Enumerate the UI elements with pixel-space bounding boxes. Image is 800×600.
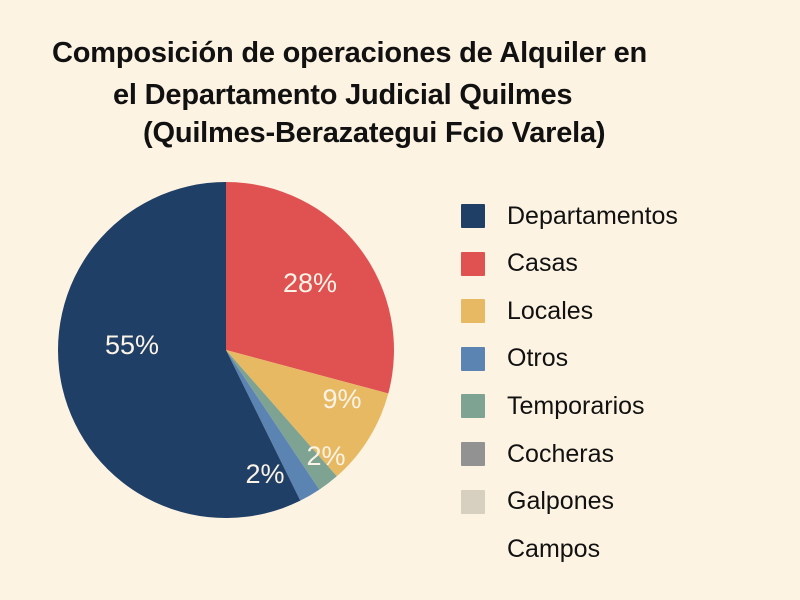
legend-item-otros: Otros — [461, 344, 568, 374]
slice-label-locales: 9% — [322, 384, 361, 414]
chart-title-line-2: el Departamento Judicial Quilmes — [113, 79, 573, 111]
chart-title-line-3: (Quilmes-Berazategui Fcio Varela) — [143, 117, 606, 149]
slice-label-otros: 2% — [245, 459, 284, 489]
legend-swatch — [461, 489, 485, 514]
legend-item-locales: Locales — [461, 296, 593, 326]
legend-swatch — [461, 537, 485, 561]
pie-slice-casas — [226, 182, 394, 394]
pie-slice-locales — [226, 350, 389, 477]
pie-slice-temporarios — [226, 350, 337, 490]
legend-swatch — [461, 299, 485, 324]
legend-item-campos: Campos — [461, 534, 600, 564]
slice-label-departamentos: 55% — [105, 330, 159, 360]
legend-item-temporarios: Temporarios — [461, 391, 645, 421]
slice-label-casas: 28% — [283, 268, 337, 298]
legend-item-departamentos: Departamentos — [461, 201, 678, 231]
legend-label: Otros — [507, 344, 569, 373]
legend-swatch — [461, 394, 485, 419]
legend-label: Departamentos — [507, 201, 678, 230]
pie-slice-departamentos — [58, 182, 301, 518]
legend-label: Temporarios — [507, 391, 645, 420]
slice-label-temporarios: 2% — [306, 441, 345, 471]
legend-item-galpones: Galpones — [461, 487, 614, 517]
legend-swatch — [461, 442, 485, 466]
legend-swatch — [461, 204, 485, 228]
legend-label: Galpones — [507, 487, 615, 516]
legend-label: Casas — [507, 249, 578, 278]
legend-swatch — [461, 346, 485, 371]
legend-label: Cocheras — [507, 439, 614, 468]
pie-slice-otros — [226, 350, 320, 501]
legend-item-casas: Casas — [461, 249, 578, 279]
legend-label: Locales — [507, 296, 594, 325]
chart-title-line-1: Composición de operaciones de Alquiler e… — [52, 37, 648, 69]
legend-item-cocheras: Cocheras — [461, 439, 614, 469]
legend-swatch — [461, 251, 485, 276]
legend-label: Campos — [507, 534, 601, 563]
